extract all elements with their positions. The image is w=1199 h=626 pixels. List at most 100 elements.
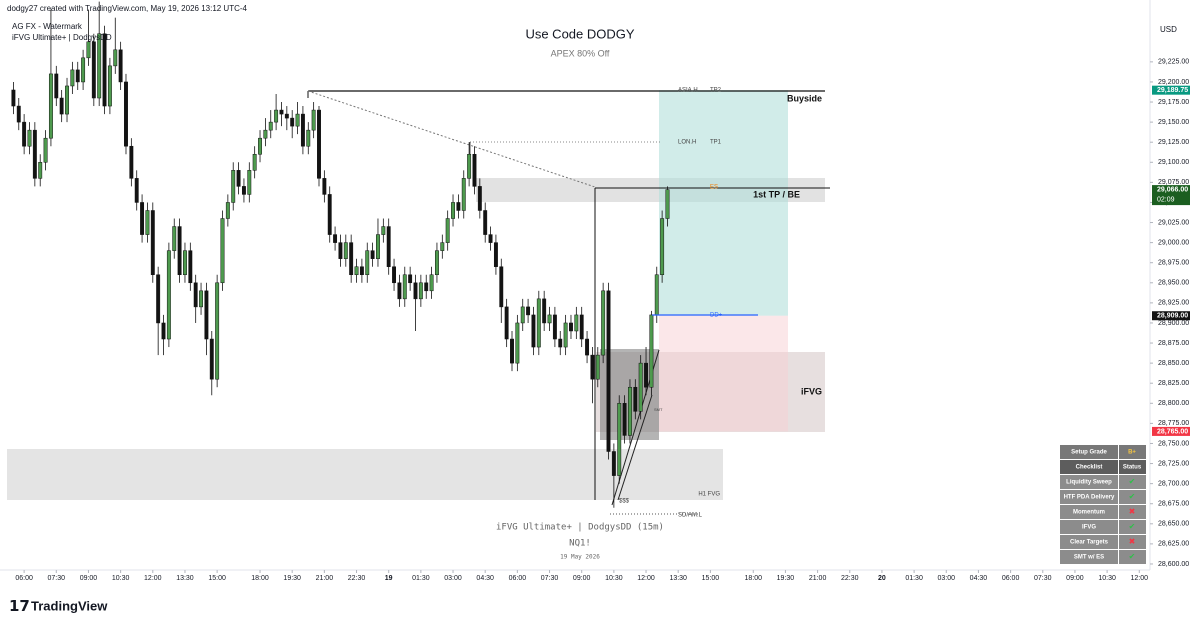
x-tick-label: 19	[385, 575, 393, 582]
candle-body	[365, 250, 370, 276]
candle-body	[97, 33, 102, 99]
candle-body	[11, 89, 16, 107]
candle-body	[129, 145, 134, 179]
trend-line	[307, 90, 596, 188]
candle-body	[27, 129, 32, 147]
x-tick-label: 22:30	[348, 575, 366, 582]
candle-body	[595, 354, 600, 380]
candle-body	[166, 250, 171, 340]
candle-body	[38, 162, 43, 179]
candle-body	[376, 234, 380, 259]
y-tick-label: 29,075.00	[1158, 179, 1189, 186]
candle-body	[284, 113, 289, 119]
x-tick-label: 04:30	[476, 575, 494, 582]
price-marker	[1152, 185, 1190, 206]
currency: USD	[1160, 25, 1177, 34]
candle-body	[295, 113, 300, 127]
annotation: DD+	[710, 313, 723, 319]
x-tick-label: 10:30	[1098, 575, 1116, 582]
checklist-status: ✖	[1129, 507, 1136, 516]
annotation: ES	[710, 185, 718, 191]
candle-body	[32, 129, 37, 179]
x-tick-label: 03:00	[938, 575, 956, 582]
x-tick-label: 18:00	[251, 575, 269, 582]
x-tick-label: 04:30	[970, 575, 988, 582]
candle-body	[75, 69, 80, 83]
y-tick-label: 28,600.00	[1158, 561, 1189, 568]
checklist-item: Liquidity Sweep	[1066, 480, 1112, 486]
candle-body	[231, 170, 236, 203]
annotation: ASIA.H	[678, 88, 698, 94]
price-marker-label: 29,066.00	[1157, 186, 1188, 193]
candle-body	[536, 298, 541, 348]
price-marker-label: 28,909.00	[1157, 313, 1188, 320]
candle-body	[370, 250, 375, 259]
x-tick-label: 06:00	[1002, 575, 1020, 582]
candle-body	[574, 314, 579, 332]
table-cell	[1119, 550, 1146, 564]
candle-body	[150, 210, 155, 276]
x-tick-label: 15:00	[702, 575, 720, 582]
candle-body	[16, 105, 21, 123]
indicator-name: iFVG Ultimate+ | DodgysDD	[12, 33, 112, 42]
candle-body	[81, 57, 86, 83]
y-tick-label: 28,850.00	[1158, 360, 1189, 367]
candle-body	[102, 33, 107, 107]
table-cell	[1060, 490, 1118, 504]
credit: dodgy27 created with TradingView.com, Ma…	[7, 4, 248, 13]
x-tick-label: 21:00	[316, 575, 334, 582]
annotation: $$$	[619, 499, 630, 505]
candle-body	[499, 266, 504, 308]
y-tick-label: 28,900.00	[1158, 320, 1189, 327]
candles	[11, 1, 670, 508]
table-cell	[1119, 460, 1146, 474]
candle-body	[488, 234, 493, 243]
candle-body	[199, 290, 203, 308]
candle-body	[220, 218, 225, 284]
candle-body	[322, 178, 327, 195]
candle-body	[311, 109, 316, 131]
candle-body	[585, 338, 590, 356]
candle-body	[107, 65, 112, 107]
brand: 𝟭𝟳 TradingView	[9, 598, 108, 615]
table-cell	[1119, 490, 1146, 504]
candle-body	[70, 69, 75, 87]
table-cell	[1119, 535, 1146, 549]
y-tick-label: 29,225.00	[1158, 59, 1189, 66]
candle-body	[413, 282, 418, 300]
y-tick-label: 29,200.00	[1158, 79, 1189, 86]
candle-body	[644, 362, 648, 388]
chart-subtitle: APEX 80% Off	[551, 48, 610, 58]
candle-body	[279, 109, 284, 115]
x-tick-label: 07:30	[1034, 575, 1052, 582]
candle-body	[145, 210, 150, 235]
candle-body	[252, 153, 257, 171]
candle-body	[338, 242, 343, 259]
x-tick-label: 06:00	[509, 575, 527, 582]
axes: 29,225.00 29,200.00 29,175.00 29,150.00 29,1…	[15, 59, 1190, 582]
candle-body	[456, 202, 461, 211]
candle-body	[531, 314, 536, 348]
candle-body	[268, 121, 273, 131]
annotation: iFVG	[801, 386, 822, 396]
candle-body	[354, 266, 359, 276]
x-tick-label: 09:00	[80, 575, 98, 582]
candle-body	[402, 274, 407, 300]
candle-body	[552, 314, 557, 340]
annotation: LON.H	[678, 140, 696, 146]
y-tick-label: 29,175.00	[1158, 99, 1189, 106]
candle-body	[601, 290, 606, 356]
candle-body	[451, 202, 455, 219]
candle-body	[59, 97, 64, 115]
watermark: 19 May 2026	[560, 554, 600, 561]
candle-body	[628, 386, 632, 436]
candle-body	[563, 322, 568, 348]
candle-body	[91, 41, 96, 99]
candle-body	[113, 49, 118, 67]
candle-body	[558, 338, 563, 348]
checklist-item: SMT w/ ES	[1074, 555, 1104, 561]
candle-body	[209, 338, 214, 380]
candle-body	[418, 282, 423, 300]
candle-body	[300, 113, 305, 147]
candle-body	[54, 73, 59, 99]
